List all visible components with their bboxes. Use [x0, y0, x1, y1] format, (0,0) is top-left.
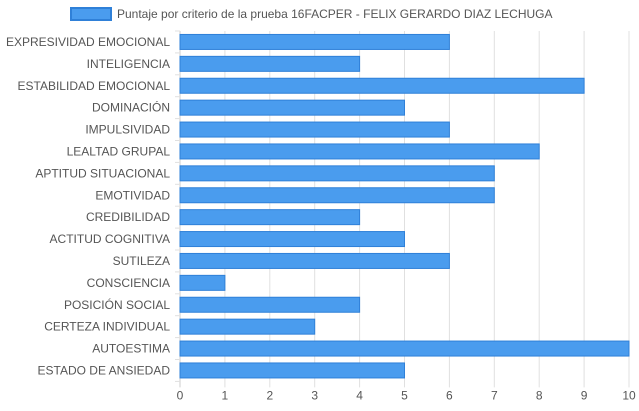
bar[interactable]	[179, 318, 316, 335]
category-label: AUTOESTIMA	[92, 342, 170, 356]
category-label: CERTEZA INDIVIDUAL	[44, 320, 170, 334]
category-labels: EXPRESIVIDAD EMOCIONAL INTELIGENCIA ESTABI…	[6, 35, 170, 378]
chart-legend[interactable]: Puntaje por criterio de la prueba 16FACP…	[70, 7, 553, 21]
category-label: SUTILEZA	[113, 254, 170, 268]
bar[interactable]	[179, 187, 495, 204]
bars-group	[179, 33, 630, 379]
category-label: POSICIÓN SOCIAL	[64, 297, 170, 312]
category-label: CONSCIENCIA	[87, 276, 170, 290]
x-tick-label: 7	[491, 388, 498, 402]
legend-label: Puntaje por criterio de la prueba 16FACP…	[117, 7, 553, 21]
x-tick-label: 8	[536, 388, 543, 402]
category-label: LEALTAD GRUPAL	[67, 144, 171, 158]
legend-swatch	[70, 7, 112, 21]
bar[interactable]	[179, 231, 405, 248]
bar[interactable]	[179, 296, 361, 313]
x-tick-label: 10	[622, 388, 636, 402]
category-label: IMPULSIVIDAD	[85, 123, 170, 137]
category-label: APTITUD SITUACIONAL	[35, 166, 170, 180]
bar[interactable]	[179, 33, 450, 50]
x-tick-label: 9	[581, 388, 588, 402]
x-tick-label: 3	[311, 388, 318, 402]
bar[interactable]	[179, 362, 405, 379]
x-tick-label: 6	[446, 388, 453, 402]
bar[interactable]	[179, 121, 450, 138]
x-tick-label: 2	[266, 388, 273, 402]
x-tick-label: 0	[177, 388, 184, 402]
category-label: EXPRESIVIDAD EMOCIONAL	[6, 35, 170, 49]
x-tick-label: 5	[401, 388, 408, 402]
x-tick-label: 4	[356, 388, 363, 402]
x-tick-label: 1	[222, 388, 229, 402]
bar[interactable]	[179, 165, 495, 182]
x-axis-tick-labels: 0 1 2 3 4 5 6 7 8 9 10	[177, 388, 636, 402]
category-label: ACTITUD COGNITIVA	[50, 232, 170, 246]
category-label: CREDIBILIDAD	[86, 210, 170, 224]
bar[interactable]	[179, 252, 450, 269]
bar[interactable]	[179, 99, 405, 116]
category-label: EMOTIVIDAD	[95, 188, 170, 202]
bar[interactable]	[179, 55, 361, 72]
category-label: INTELIGENCIA	[87, 57, 170, 71]
category-label: ESTADO DE ANSIEDAD	[38, 363, 171, 377]
bar[interactable]	[179, 209, 361, 226]
bar[interactable]	[179, 340, 630, 357]
bar[interactable]	[179, 77, 585, 94]
bar[interactable]	[179, 274, 226, 291]
bar[interactable]	[179, 143, 540, 160]
category-label: DOMINACIÓN	[92, 100, 170, 115]
category-label: ESTABILIDAD EMOCIONAL	[18, 79, 171, 93]
